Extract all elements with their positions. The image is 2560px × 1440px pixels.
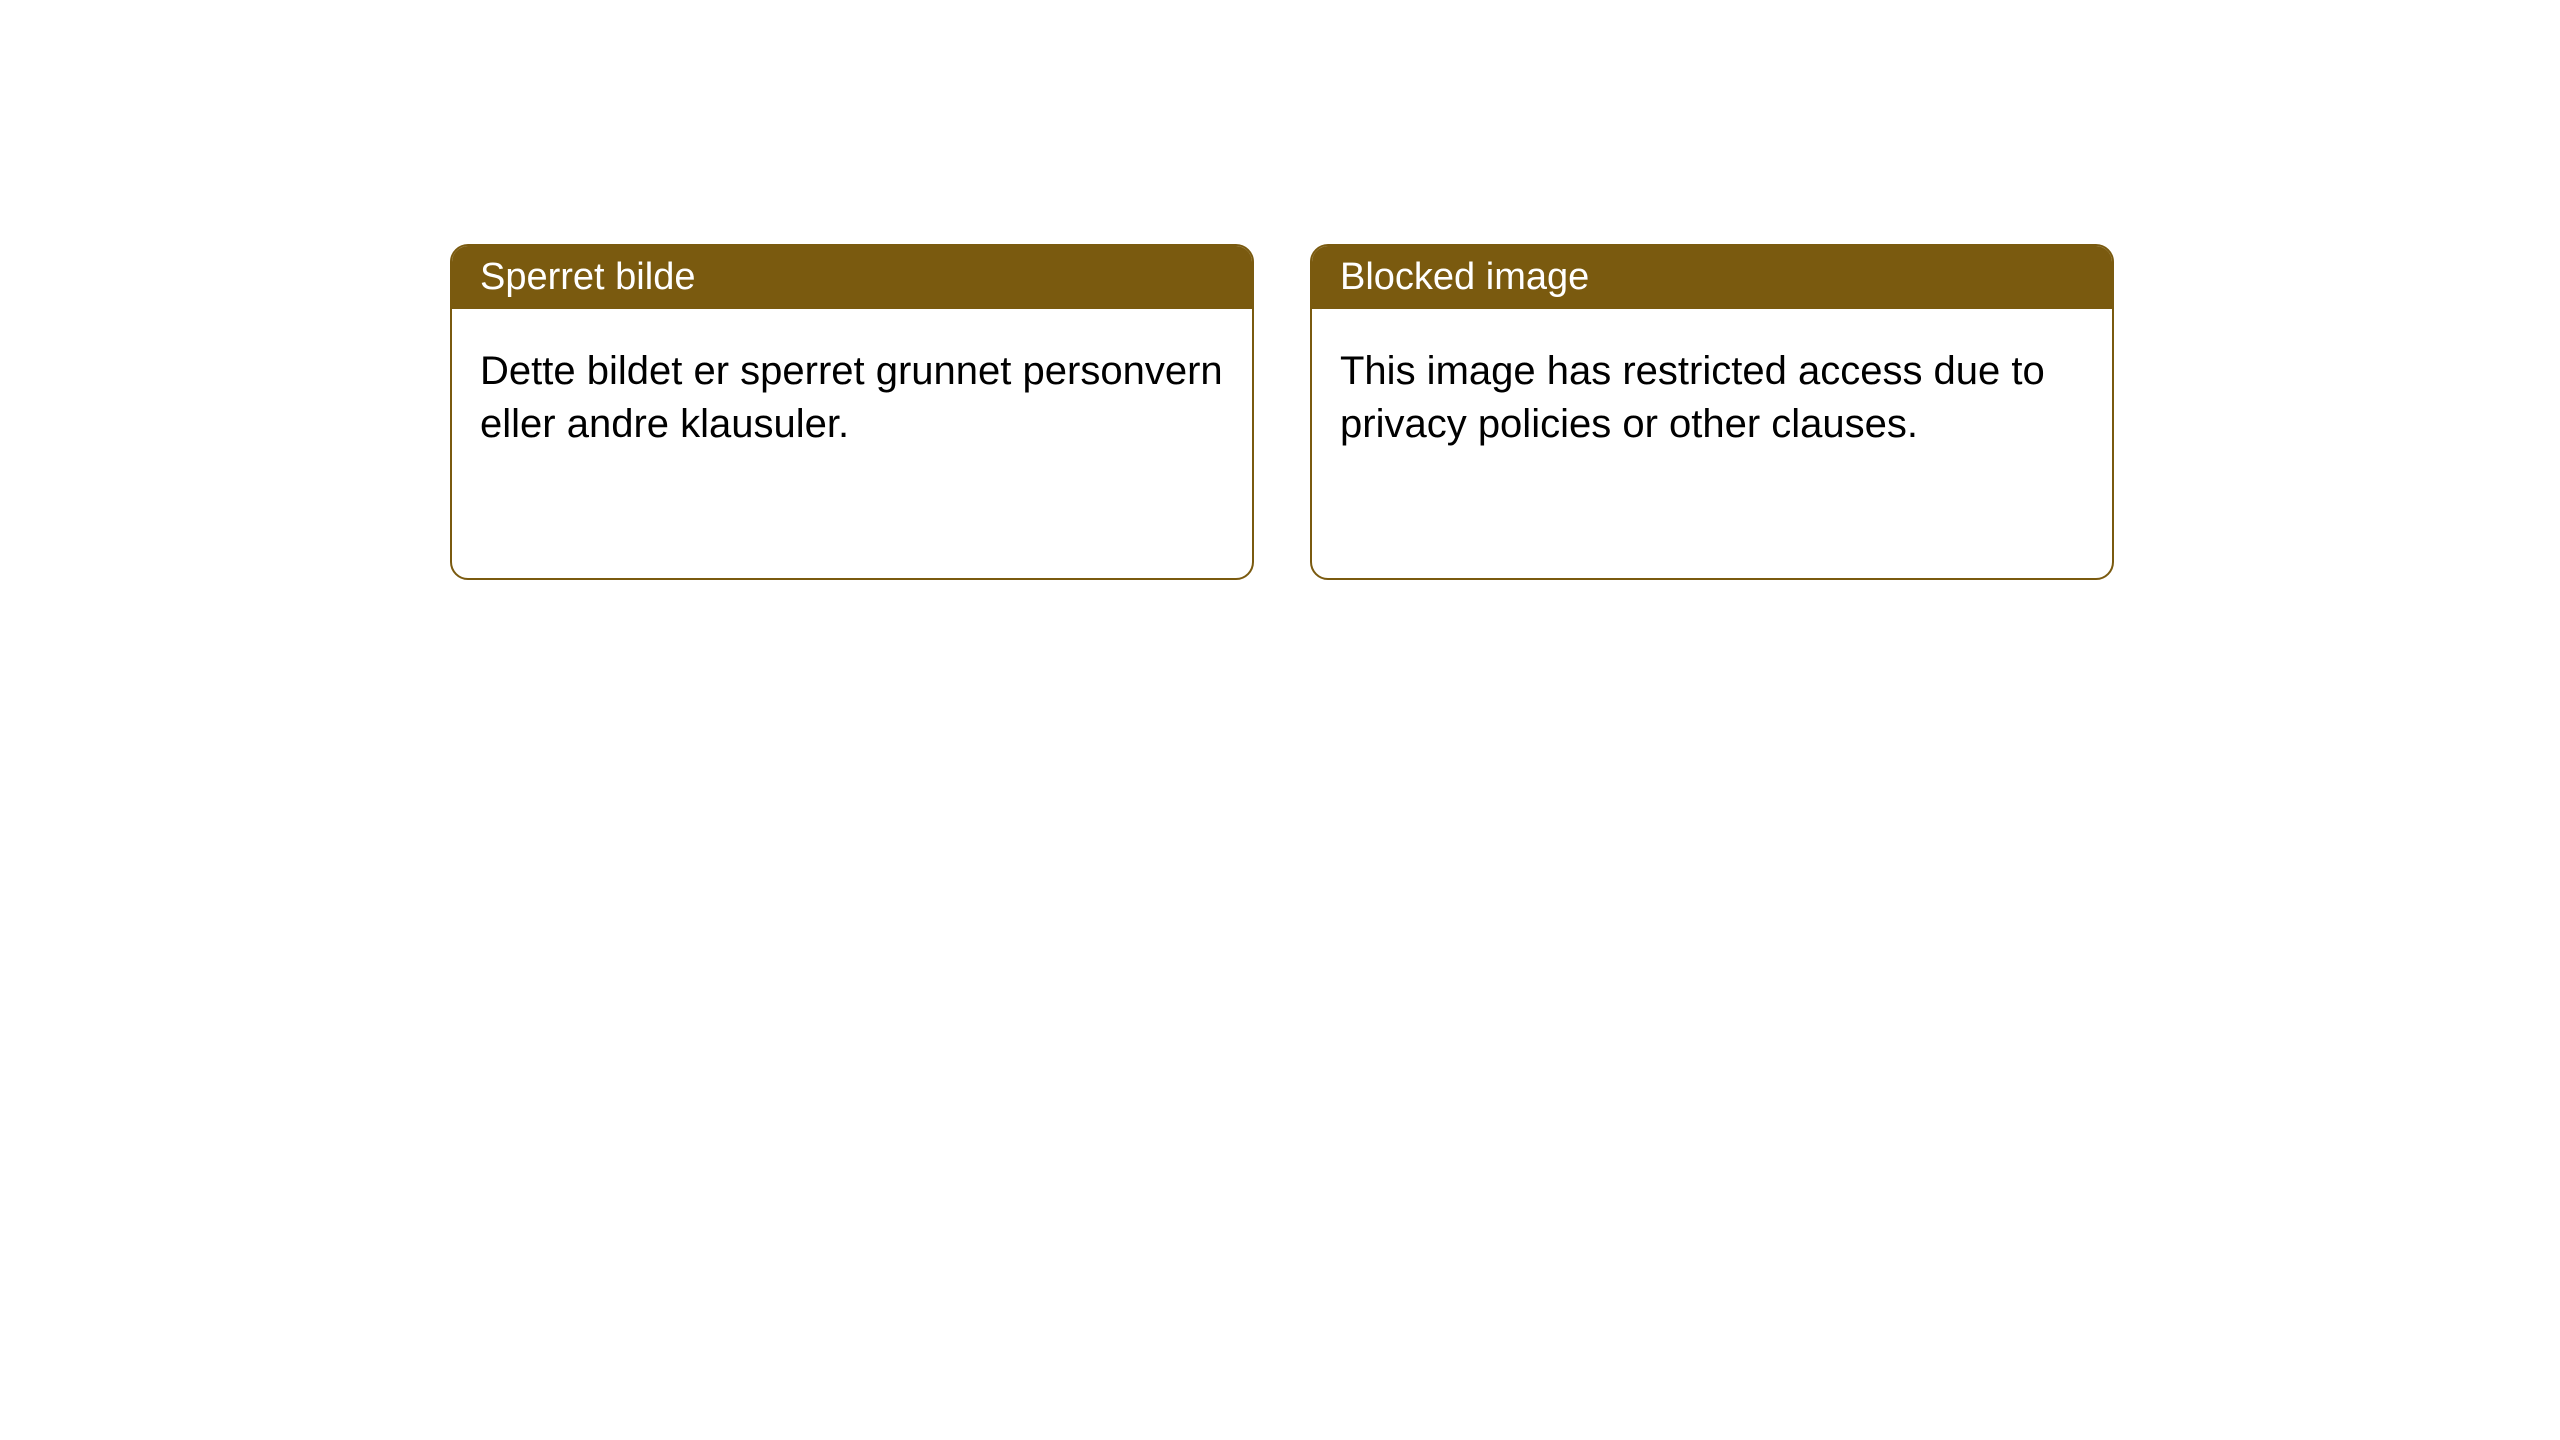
notice-header-english: Blocked image <box>1312 246 2112 309</box>
notice-title-english: Blocked image <box>1340 256 1589 298</box>
notice-header-norwegian: Sperret bilde <box>452 246 1252 309</box>
notice-text-norwegian: Dette bildet er sperret grunnet personve… <box>480 349 1223 446</box>
notice-card-english: Blocked image This image has restricted … <box>1310 244 2114 580</box>
notice-text-english: This image has restricted access due to … <box>1340 349 2045 446</box>
notice-body-english: This image has restricted access due to … <box>1312 309 2112 487</box>
notice-card-norwegian: Sperret bilde Dette bildet er sperret gr… <box>450 244 1254 580</box>
notice-container: Sperret bilde Dette bildet er sperret gr… <box>450 244 2114 580</box>
notice-body-norwegian: Dette bildet er sperret grunnet personve… <box>452 309 1252 487</box>
notice-title-norwegian: Sperret bilde <box>480 256 695 298</box>
